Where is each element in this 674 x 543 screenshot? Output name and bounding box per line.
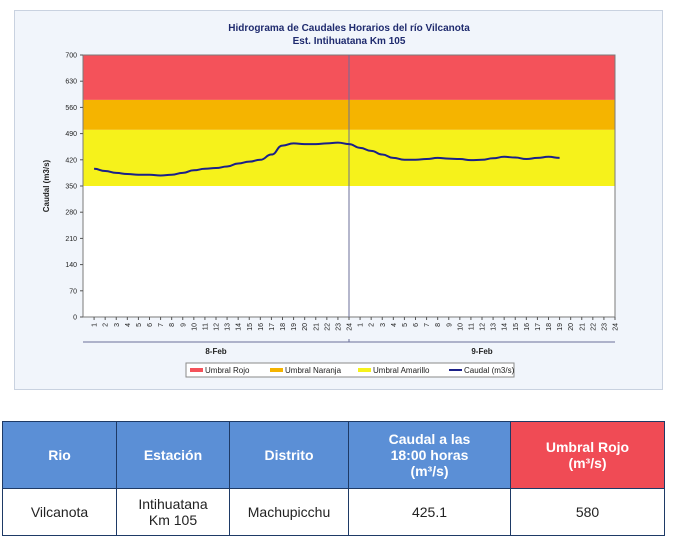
y-tick-label: 280 [65, 210, 77, 217]
cell-caudal: 425.1 [348, 488, 511, 536]
table-header-row: Rio Estación Distrito Caudal a las 18:00… [2, 421, 665, 489]
table-row: Vilcanota Intihuatana Km 105 Machupicchu… [2, 488, 665, 536]
x-tick-label: 18 [280, 323, 287, 331]
x-tick-label: 13 [491, 323, 498, 331]
header-caudal-line3: (m³/s) [410, 463, 449, 479]
y-tick-label: 210 [65, 236, 77, 243]
header-caudal-line1: Caudal a las [388, 431, 471, 447]
x-tick-label: 5 [136, 323, 143, 327]
legend-box [185, 362, 515, 378]
x-tick-label: 2 [369, 323, 376, 327]
x-tick-label: 6 [147, 323, 154, 327]
x-tick-label: 6 [413, 323, 420, 327]
x-tick-label: 4 [125, 323, 132, 327]
cell-estacion-line1: Intihuatana [138, 496, 208, 512]
y-tick-label: 700 [65, 53, 77, 60]
x-tick-label: 7 [158, 323, 165, 327]
x-tick-label: 1 [358, 323, 365, 327]
x-tick-label: 21 [579, 323, 586, 331]
x-tick-label: 16 [258, 323, 265, 331]
header-umbral-rojo: Umbral Rojo (m³/s) [510, 421, 665, 489]
y-tick-label: 140 [65, 262, 77, 269]
x-tick-label: 10 [191, 323, 198, 331]
x-tick-label: 2 [103, 323, 110, 327]
y-tick-label: 420 [65, 157, 77, 164]
x-tick-label: 9 [446, 323, 453, 327]
series-line-caudal [94, 141, 560, 177]
header-rio: Rio [2, 421, 117, 489]
x-tick-label: 11 [468, 323, 475, 330]
chart-subtitle: Est. Intihuatana Km 105 [293, 36, 406, 47]
x-tick-label: 18 [546, 323, 553, 331]
station-table: Rio Estación Distrito Caudal a las 18:00… [2, 421, 665, 536]
y-tick-label: 70 [69, 288, 77, 295]
x-tick-label: 14 [502, 323, 509, 331]
x-tick-label: 13 [225, 323, 232, 331]
x-tick-label: 24 [613, 323, 620, 331]
x-tick-label: 4 [391, 323, 398, 327]
hydrograph-chart: Hidrograma de Caudales Horarios del río … [42, 23, 620, 378]
x-tick-label: 3 [380, 323, 387, 327]
x-tick-label: 8 [169, 323, 176, 327]
x-tick-label: 9 [180, 323, 187, 327]
x-tick-label: 17 [269, 323, 276, 331]
x-tick-label: 8 [435, 323, 442, 327]
legend-label: Caudal (m3/s) [464, 366, 515, 375]
legend: Umbral Rojo Umbral Naranja Umbral Amarillo… [185, 362, 515, 378]
header-estacion: Estación [116, 421, 230, 489]
x-tick-label: 23 [601, 323, 608, 331]
y-tick-label: 350 [65, 184, 77, 191]
x-tick-label: 20 [302, 323, 309, 331]
x-tick-label: 22 [324, 323, 331, 331]
x-tick-label: 15 [513, 323, 520, 331]
header-distrito: Distrito [229, 421, 349, 489]
y-tick-label: 0 [73, 315, 77, 322]
cell-umbral: 580 [510, 488, 665, 536]
x-tick-label: 14 [236, 323, 243, 331]
header-umbral-line1: Umbral Rojo [545, 439, 630, 455]
x-tick-label: 20 [568, 323, 575, 331]
x-tick-label: 22 [590, 323, 597, 331]
cell-distrito: Machupicchu [229, 488, 349, 536]
y-tick-label: 560 [65, 105, 77, 112]
legend-label: Umbral Amarillo [373, 366, 430, 375]
cell-estacion: Intihuatana Km 105 [116, 488, 230, 536]
x-tick-label: 19 [557, 323, 564, 331]
x-tick-label: 15 [247, 323, 254, 331]
cell-rio: Vilcanota [2, 488, 117, 536]
x-tick-label: 5 [402, 323, 409, 327]
x-tick-label: 1 [92, 323, 99, 327]
day-label: 9-Feb [471, 347, 492, 356]
x-tick-label: 16 [524, 323, 531, 331]
legend-label: Umbral Naranja [285, 366, 342, 375]
chart-frame: Hidrograma de Caudales Horarios del río … [14, 10, 663, 390]
x-tick-label: 11 [202, 323, 209, 330]
x-tick-label: 12 [214, 323, 221, 331]
y-tick-label: 630 [65, 79, 77, 86]
x-tick-label: 7 [424, 323, 431, 327]
header-umbral-line2: (m³/s) [568, 455, 607, 471]
x-tick-label: 10 [457, 323, 464, 331]
day-label: 8-Feb [205, 347, 226, 356]
day-axis: 8-Feb 9-Feb [83, 339, 615, 356]
x-tick-label: 21 [313, 323, 320, 331]
x-tick-label: 3 [114, 323, 121, 327]
y-axis: 0 70 140 210 280 350 420 490 560 630 700 [65, 53, 83, 322]
header-caudal: Caudal a las 18:00 horas (m³/s) [348, 421, 511, 489]
x-tick-label: 23 [335, 323, 342, 331]
x-tick-label: 19 [291, 323, 298, 331]
header-caudal-line2: 18:00 horas [390, 447, 469, 463]
x-tick-label: 17 [535, 323, 542, 331]
x-tick-label: 24 [347, 323, 354, 331]
chart-title: Hidrograma de Caudales Horarios del río … [228, 23, 470, 34]
y-tick-label: 490 [65, 131, 77, 138]
y-axis-label: Caudal (m3/s) [42, 159, 51, 212]
x-tick-label: 12 [480, 323, 487, 331]
x-axis: 1 2 3 4 5 6 7 8 9 10 11 12 13 14 15 16 17 18 19 20 21 22 23 24 1… [92, 317, 620, 331]
cell-estacion-line2: Km 105 [148, 512, 198, 528]
legend-label: Umbral Rojo [205, 366, 250, 375]
